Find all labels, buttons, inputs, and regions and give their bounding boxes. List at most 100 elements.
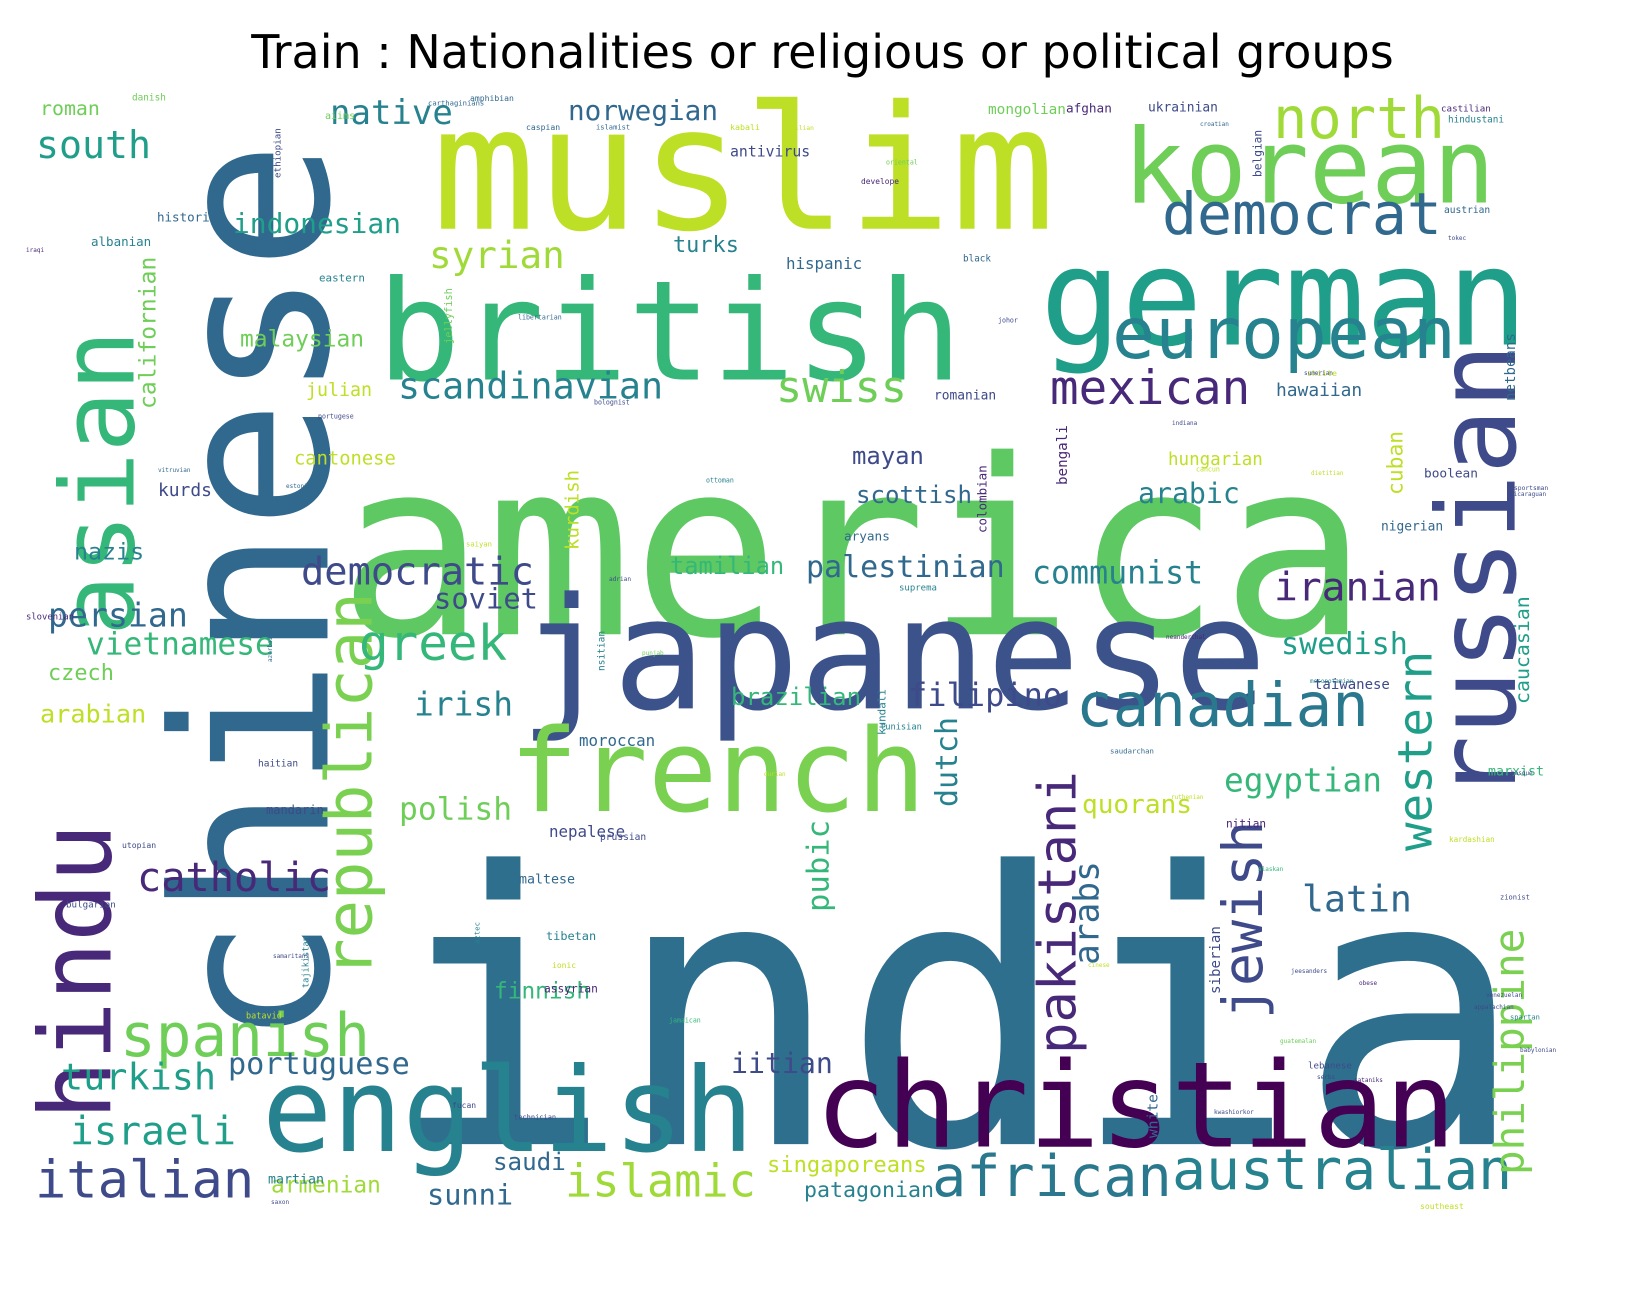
word-portugese: portugese	[318, 412, 354, 421]
word-obese: obese	[1359, 980, 1378, 987]
word-castilian: castilian	[1441, 103, 1491, 115]
word-lebanese: lebanese	[1308, 1061, 1352, 1072]
word-azerbaijani: azerbaijani	[267, 622, 274, 662]
word-johor: johor	[998, 316, 1018, 325]
word-america: america	[338, 407, 1368, 693]
word-oriental: oriental	[886, 158, 918, 167]
word-arabs: arabs	[1067, 861, 1108, 965]
word-maltese: maltese	[519, 872, 576, 888]
word-colombian: colombian	[974, 465, 990, 533]
word-develope: develope	[861, 177, 900, 187]
word-south: south	[36, 123, 151, 168]
word-haitian: haitian	[258, 758, 299, 770]
word-tokec: tokec	[1448, 235, 1467, 242]
word-slovenian: slovenian	[26, 612, 75, 623]
word-korean: korean	[1123, 107, 1496, 228]
word-assyrian: assyrian	[544, 982, 598, 996]
word-czech: czech	[48, 661, 114, 687]
word-iitian: iitian	[731, 1046, 833, 1080]
word-caucasian: caucasian	[1511, 596, 1535, 704]
word-nigerian: nigerian	[1381, 519, 1444, 535]
word-appalachian: appalachian	[1474, 1004, 1514, 1011]
word-amphibian: amphibian	[470, 93, 514, 103]
word-boolean: boolean	[1424, 466, 1478, 482]
word-marxist: marxist	[1488, 764, 1545, 780]
word-black: black	[963, 253, 991, 265]
word-nicaraguan: nicaraguan	[1510, 491, 1547, 498]
word-libertarian: libertarian	[518, 313, 562, 322]
word-kundali: kundali	[875, 689, 889, 735]
word-islamist: islamist	[596, 122, 631, 132]
word-brazilian: brazilian	[731, 683, 862, 712]
word-vietnamese: vietnamese	[86, 626, 274, 663]
word-durian: durian	[764, 771, 786, 778]
word-technician: technician	[514, 1113, 557, 1122]
word-zionist: zionist	[1500, 892, 1530, 902]
word-ukrainian: ukrainian	[1148, 100, 1218, 116]
chart-title: Train : Nationalities or religious or po…	[251, 25, 1394, 79]
word-jeesanders: jeesanders	[1291, 968, 1328, 975]
word-swiss: swiss	[776, 363, 907, 414]
word-pubic: pubic	[801, 819, 837, 912]
word-japanese: japanese	[519, 564, 1267, 746]
word-jewish: jewish	[1211, 820, 1276, 1019]
word-christian: christian	[815, 1036, 1456, 1175]
word-martian: martian	[268, 1172, 325, 1188]
word-british: british	[377, 250, 963, 413]
word-jellyfish: jellyfish	[442, 288, 455, 344]
word-scandinavian: scandinavian	[398, 364, 664, 408]
word-aryans: aryans	[844, 528, 890, 544]
word-norwegian: norwegian	[568, 94, 719, 128]
word-german: german	[1040, 219, 1528, 377]
word-samaritans: samaritans	[273, 953, 310, 960]
word-swedish: swedish	[1281, 626, 1408, 662]
word-african: african	[932, 1144, 1172, 1211]
word-utopian: utopian	[122, 839, 157, 850]
word-catholic: catholic	[137, 853, 332, 901]
word-sunni: sunni	[427, 1177, 514, 1212]
word-mandarin: mandarin	[266, 802, 324, 817]
word-ruthenian: ruthenian	[1171, 794, 1204, 801]
word-iraqi: iraqi	[26, 247, 45, 254]
word-armenian: armenian	[271, 1172, 381, 1199]
word-sumerian: sumerian	[1304, 370, 1333, 377]
word-mesopotamian: mesopotamian	[1310, 678, 1354, 685]
word-filipino: filipino	[908, 676, 1063, 715]
word-bengali: bengali	[1054, 425, 1071, 485]
word-palestinian: palestinian	[806, 549, 1005, 585]
word-nazis: nazis	[74, 538, 145, 566]
word-kurds: kurds	[158, 480, 212, 502]
word-neanderthal: neanderthal	[1166, 634, 1206, 641]
word-saudarchan: saudarchan	[1110, 746, 1154, 756]
word-hindustani: hindustani	[1448, 114, 1504, 126]
word-indiana: indiana	[1172, 420, 1198, 427]
word-turks: turks	[673, 233, 739, 259]
word-greek: greek	[359, 613, 508, 672]
word-portuguese: portuguese	[228, 1046, 410, 1082]
word-islamic: islamic	[565, 1154, 756, 1208]
word-scottish: scottish	[856, 480, 973, 509]
word-mongolian: mongolian	[988, 101, 1066, 118]
word-kurdish: kurdish	[561, 469, 584, 550]
word-democratic: democratic	[301, 549, 534, 595]
word-kardashian: kardashian	[1449, 835, 1495, 845]
word-adrian: adrian	[609, 575, 632, 583]
word-english: english	[262, 1043, 754, 1180]
word-tibetan: tibetan	[546, 929, 597, 944]
word-ionic: ionic	[552, 961, 577, 971]
word-communist: communist	[1032, 555, 1204, 592]
word-iranian: iranian	[1274, 564, 1441, 611]
word-saudi: saudi	[493, 1147, 566, 1176]
word-israeli: israeli	[70, 1108, 237, 1155]
word-nitian: nitian	[1226, 817, 1267, 831]
word-tajikistan: tajikistan	[301, 936, 312, 988]
word-saxon: saxon	[271, 1199, 290, 1206]
word-nepalese: nepalese	[549, 822, 626, 842]
word-sicilian: sicilian	[784, 124, 814, 132]
word-jamaican: jamaican	[669, 1016, 701, 1025]
word-cinese: cinese	[1088, 962, 1110, 969]
word-antivirus: antivirus	[730, 143, 811, 161]
word-muslim: muslim	[432, 93, 1056, 270]
word-north: north	[1273, 93, 1445, 152]
word-alaskan: alaskan	[1258, 866, 1284, 873]
